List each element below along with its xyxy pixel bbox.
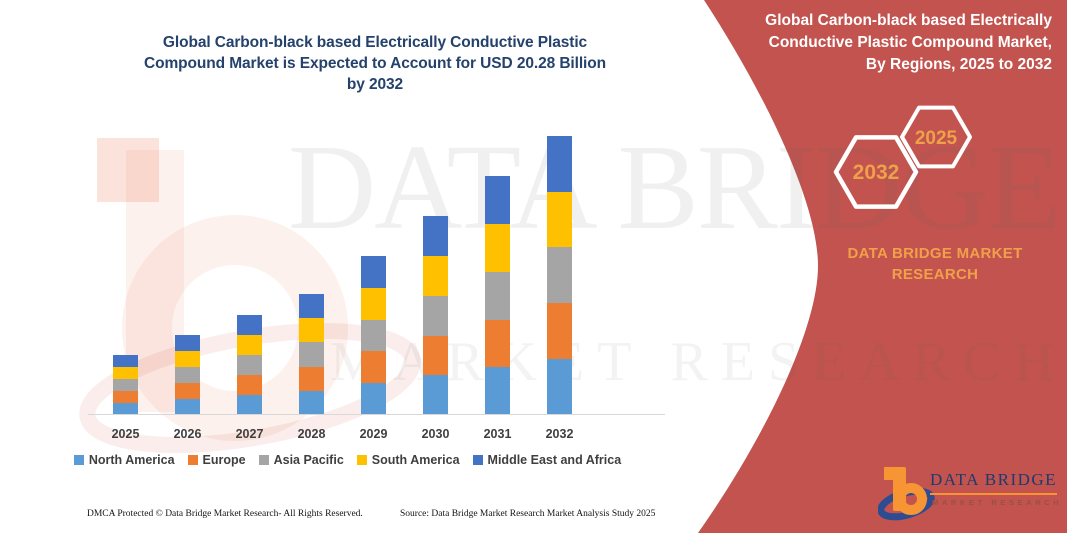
bar-segment-2031 — [485, 319, 510, 368]
bar-segment-2031 — [485, 271, 510, 320]
bar-segment-2031 — [485, 224, 510, 272]
bar-segment-2025 — [113, 379, 138, 392]
brand-tagline: MARKET RESEARCH — [932, 498, 1063, 507]
x-tick-label: 2029 — [359, 427, 388, 441]
legend-swatch — [73, 455, 84, 465]
bar-segment-2030 — [423, 216, 448, 256]
bar-segment-2027 — [237, 355, 262, 376]
x-tick-label: 2025 — [111, 427, 140, 441]
bar-2025 — [113, 355, 138, 415]
legend-label: North America — [88, 453, 175, 467]
bar-segment-2029 — [361, 383, 386, 415]
legend-item: Asia Pacific — [258, 453, 344, 467]
x-tick-label: 2026 — [173, 427, 202, 441]
legend: North America Europe Asia Pacific South Ame… — [60, 453, 635, 467]
x-tick-label: 2032 — [545, 427, 574, 441]
footer-source-text: Source: Data Bridge Market Research Mark… — [400, 509, 656, 519]
legend-item: Europe — [187, 453, 246, 467]
bar-segment-2030 — [423, 375, 448, 415]
bar-segment-2028 — [299, 318, 324, 343]
legend-label: Europe — [202, 453, 246, 467]
bar-segment-2032 — [547, 135, 572, 192]
bar-segment-2032 — [547, 191, 572, 248]
bar-2026 — [175, 335, 200, 415]
bar-segment-2030 — [423, 256, 448, 296]
legend-swatch — [258, 455, 269, 465]
legend-swatch — [472, 455, 483, 465]
bar-segment-2028 — [299, 366, 324, 391]
bar-segment-2025 — [113, 367, 138, 380]
x-tick-label: 2028 — [297, 427, 326, 441]
x-tick-label: 2030 — [421, 427, 450, 441]
bar-segment-2031 — [485, 367, 510, 415]
bar-segment-2029 — [361, 287, 386, 320]
legend-item: North America — [73, 453, 175, 467]
right-panel-title: Global Carbon-black based Electrically C… — [765, 12, 1052, 73]
bar-2031 — [485, 176, 510, 415]
x-tick-label: 2027 — [235, 427, 264, 441]
bar-2030 — [423, 216, 448, 415]
bar-segment-2026 — [175, 367, 200, 384]
bar-2027 — [237, 315, 262, 415]
bar-2029 — [361, 256, 386, 415]
bar-2032 — [547, 135, 572, 415]
brand-wordmark: DATA BRIDGE — [930, 470, 1058, 495]
bar-segment-2030 — [423, 295, 448, 336]
bar-segment-2027 — [237, 315, 262, 336]
bar-segment-2026 — [175, 335, 200, 352]
bar-segment-2032 — [547, 359, 572, 415]
legend-label: South America — [371, 453, 460, 467]
bar-segment-2026 — [175, 351, 200, 368]
legend-label: Asia Pacific — [273, 453, 344, 467]
brand-logo: DATA BRIDGE MARKET RESEARCH — [878, 458, 1067, 528]
x-axis-line — [88, 414, 665, 415]
bar-segment-2028 — [299, 390, 324, 415]
bar-segment-2028 — [299, 342, 324, 367]
legend-item: South America — [356, 453, 460, 467]
legend-label: Middle East and Africa — [487, 453, 622, 467]
bar-segment-2025 — [113, 391, 138, 404]
bar-segment-2027 — [237, 335, 262, 356]
bar-segment-2025 — [113, 403, 138, 415]
bar-segment-2031 — [485, 176, 510, 225]
bar-segment-2029 — [361, 319, 386, 352]
legend-swatch — [356, 455, 367, 465]
bar-segment-2032 — [547, 247, 572, 304]
brand-logo-icon — [878, 467, 935, 521]
watermark-text-line2: MARKET RESEARCH — [330, 331, 1067, 393]
bar-segment-2030 — [423, 335, 448, 376]
panel-brand-caption: DATA BRIDGE MARKET RESEARCH — [847, 245, 1023, 283]
bar-segment-2026 — [175, 399, 200, 415]
x-tick-label: 2031 — [483, 427, 512, 441]
bar-segment-2027 — [237, 375, 262, 396]
legend-swatch — [187, 455, 198, 465]
bar-segment-2029 — [361, 256, 386, 288]
bar-segment-2032 — [547, 303, 572, 360]
bar-2028 — [299, 293, 324, 415]
footer-dmca-text: DMCA Protected © Data Bridge Market Rese… — [87, 509, 363, 519]
bar-segment-2027 — [237, 395, 262, 415]
chart-title: Global Carbon-black based Electrically C… — [144, 34, 606, 93]
legend-item: Middle East and Africa — [472, 453, 622, 467]
bar-segment-2026 — [175, 383, 200, 400]
bar-segment-2029 — [361, 351, 386, 384]
bar-segment-2025 — [113, 355, 138, 368]
bar-segment-2028 — [299, 293, 324, 319]
